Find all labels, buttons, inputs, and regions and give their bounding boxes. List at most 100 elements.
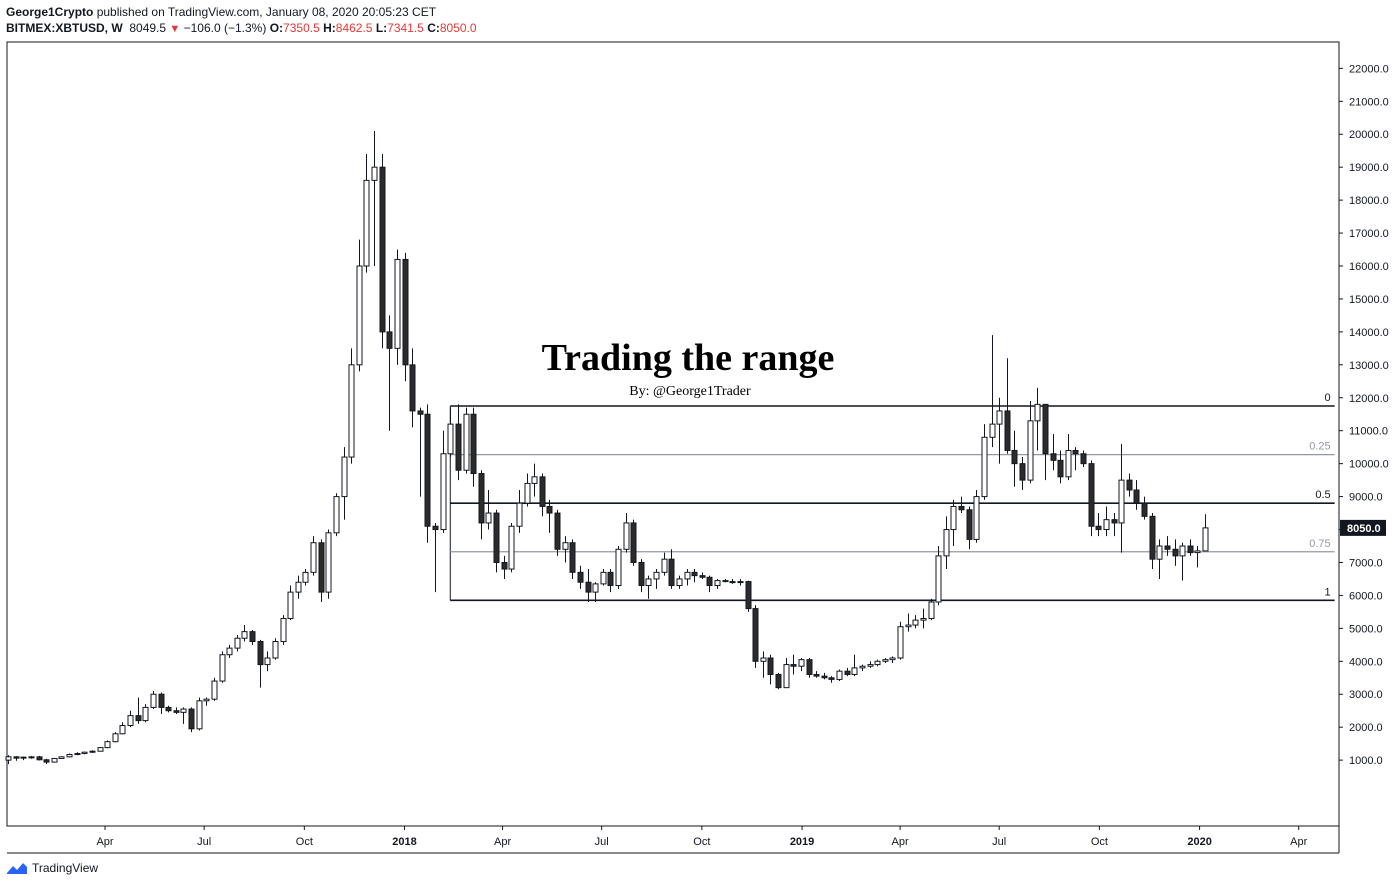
candle-body <box>402 258 409 366</box>
candle-body <box>173 710 180 713</box>
candle-body <box>470 413 477 475</box>
candle <box>58 756 65 759</box>
candle <box>51 757 58 763</box>
candle-body <box>1164 545 1171 550</box>
footer-brand[interactable]: TradingView <box>32 861 99 875</box>
candle <box>1149 513 1156 570</box>
candle-body <box>1065 449 1072 478</box>
candle <box>508 522 515 573</box>
candle <box>585 569 592 602</box>
candle <box>463 407 470 474</box>
candle-body <box>142 706 149 722</box>
last-price-marker: 8050.0 <box>1340 519 1386 536</box>
candle-body <box>943 529 950 557</box>
candle <box>417 407 424 497</box>
candle <box>546 499 553 533</box>
candle-body <box>1194 550 1201 554</box>
price-tick-label: 6000.0 <box>1349 590 1383 602</box>
candle-body <box>249 631 256 643</box>
candle <box>928 598 935 621</box>
fib-level-label: 1 <box>1325 586 1331 598</box>
candle <box>333 493 340 537</box>
candle-body <box>188 708 195 730</box>
time-tick-label: Jul <box>595 836 609 848</box>
candle-body <box>493 512 500 563</box>
candle <box>615 546 622 589</box>
candle <box>1133 480 1140 510</box>
candle-body <box>706 576 713 587</box>
candle <box>1042 403 1049 481</box>
candle-body <box>745 581 752 610</box>
candle-body <box>379 166 386 333</box>
time-tick-label: Oct <box>693 836 710 848</box>
candle <box>1111 513 1118 537</box>
candle <box>478 470 485 540</box>
candle <box>973 490 980 543</box>
candle <box>1080 450 1087 467</box>
candle-body <box>348 364 355 458</box>
price-tick-label: 11000.0 <box>1349 426 1388 438</box>
candle <box>1027 401 1034 484</box>
candle-body <box>241 631 248 639</box>
candle-body <box>478 473 485 524</box>
candle-body <box>5 756 12 761</box>
time-axis[interactable]: Apr Jul Oct 2018 Apr Jul Oct 2019 Apr Jul Oct 2020 A… <box>96 826 1308 848</box>
candle-body <box>760 657 767 662</box>
candle-body <box>592 583 599 593</box>
author-name[interactable]: George1Crypto <box>6 5 94 19</box>
candle-body <box>722 580 729 583</box>
candle <box>661 552 668 576</box>
candle-body <box>623 522 630 550</box>
candle <box>790 654 797 675</box>
candle-body <box>333 496 340 534</box>
candle <box>806 658 813 678</box>
fib-level-label: 0 <box>1325 392 1331 404</box>
candle <box>1156 539 1163 579</box>
candle <box>302 569 309 586</box>
candle-body <box>546 505 553 514</box>
candle-body <box>928 601 935 619</box>
candle <box>257 639 264 688</box>
candle-body <box>844 670 851 675</box>
candle-body <box>58 756 65 759</box>
symbol-name[interactable]: BITMEX:XBTUSD, W <box>6 21 123 35</box>
candle-body <box>1141 502 1148 517</box>
candle-body <box>127 715 134 727</box>
candle <box>1019 457 1026 490</box>
price-axis[interactable]: 1000.0 2000.0 3000.0 4000.0 5000.0 6000.0 7000… <box>1339 63 1389 767</box>
candle <box>1194 546 1201 568</box>
candle <box>104 740 111 749</box>
candle-body <box>485 512 492 524</box>
candle <box>219 651 226 683</box>
candle-body <box>1072 449 1079 455</box>
time-tick-label: Jul <box>992 836 1006 848</box>
candle-body <box>432 525 439 531</box>
tradingview-logo-icon <box>7 863 27 874</box>
candle <box>653 569 660 589</box>
candle <box>119 722 126 735</box>
candle <box>1187 539 1194 556</box>
candle <box>1004 358 1011 454</box>
candle-body <box>1042 403 1049 455</box>
candle-body <box>585 581 592 593</box>
candle-body <box>836 670 843 680</box>
candle-body <box>180 708 187 713</box>
candle <box>623 513 630 553</box>
candle <box>935 546 942 606</box>
candle <box>775 672 782 690</box>
candle <box>729 578 736 584</box>
price-tick-label: 19000.0 <box>1349 162 1389 174</box>
candle <box>66 753 73 758</box>
candle-body <box>158 693 165 708</box>
plot-area[interactable] <box>6 41 1340 827</box>
candle <box>81 751 88 755</box>
price-tick-label: 1000.0 <box>1349 755 1383 767</box>
price-tick-label: 15000.0 <box>1349 294 1389 306</box>
candle-body <box>989 423 996 438</box>
candle-body <box>1118 479 1125 524</box>
candle <box>241 625 248 642</box>
candle-body <box>821 675 828 679</box>
price-tick-label: 20000.0 <box>1349 129 1389 141</box>
candle <box>348 348 355 464</box>
